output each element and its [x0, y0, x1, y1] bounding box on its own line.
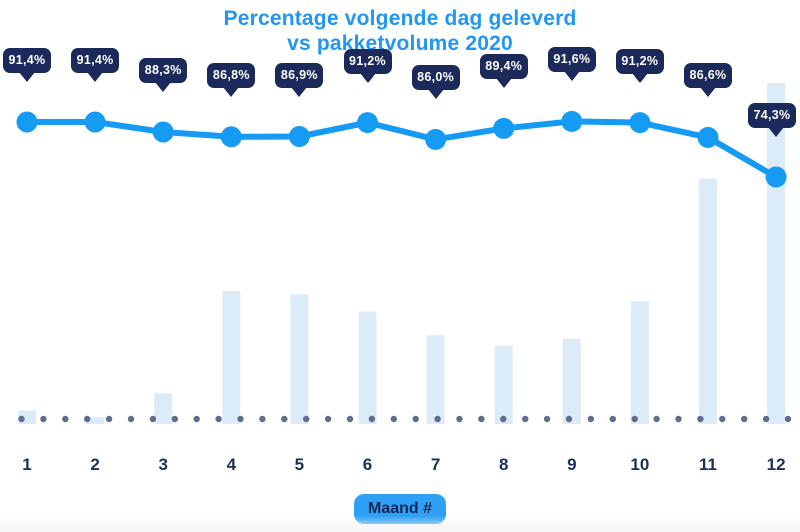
baseline-dot	[281, 415, 288, 423]
volume-bar-month-3	[154, 393, 173, 424]
volume-bar-month-10	[630, 301, 649, 424]
percentage-point-month-10	[629, 112, 651, 134]
baseline-dot	[324, 415, 332, 423]
x-axis-label-month-2: 2	[90, 455, 100, 474]
volume-bar-month-2	[86, 417, 105, 424]
percentage-point-month-5	[288, 126, 310, 147]
baseline-dot	[127, 415, 135, 423]
baseline-dot	[522, 415, 529, 423]
volume-bar-month-6	[358, 311, 377, 424]
baseline-dot	[215, 415, 222, 423]
volume-bar-month-12	[767, 83, 786, 424]
baseline-dot	[500, 415, 507, 423]
percentage-point-month-1	[16, 111, 38, 133]
baseline-dot	[609, 415, 616, 423]
baseline-dot	[237, 415, 244, 423]
baseline-dot	[478, 415, 485, 423]
x-axis-label-month-4: 4	[226, 455, 237, 474]
baseline-dot	[456, 415, 463, 423]
volume-bar-month-8	[494, 345, 513, 424]
percentage-point-month-2	[84, 111, 106, 133]
percentage-line	[24, 118, 780, 180]
percentage-point-month-3	[152, 121, 174, 143]
chart-title-line1: Percentage volgende dag geleverd	[223, 7, 577, 30]
baseline-dot	[368, 415, 376, 423]
volume-bar-month-4	[222, 291, 241, 424]
x-axis-label-month-6: 6	[362, 455, 373, 474]
volume-bar-month-5	[290, 294, 309, 424]
baseline-dot	[697, 415, 704, 423]
baseline-dot	[390, 415, 397, 423]
x-axis-label-month-7: 7	[430, 455, 441, 474]
x-axis-label-month-11: 11	[699, 455, 717, 474]
chart-title: Percentage volgende dag geleverd vs pakk…	[0, 6, 800, 56]
x-axis-label-month-8: 8	[498, 455, 509, 474]
volume-bar-month-11	[699, 178, 717, 424]
baseline-dot	[303, 415, 310, 423]
x-axis-label-month-9: 9	[567, 455, 577, 474]
baseline-dot	[105, 415, 113, 423]
percentage-point-month-11	[697, 126, 719, 148]
chart-title-line2: vs pakketvolume 2020	[287, 32, 513, 55]
baseline-dot	[259, 415, 266, 423]
percentage-point-month-12	[765, 166, 787, 188]
x-axis-label-month-5: 5	[294, 455, 305, 474]
baseline-dot	[719, 415, 726, 423]
x-axis-label-month-12: 12	[766, 455, 786, 474]
percentage-point-month-7	[425, 128, 447, 150]
baseline-dot	[346, 415, 354, 423]
baseline-dot	[171, 415, 178, 423]
percentage-point-month-4	[220, 126, 242, 148]
volume-bar-month-9	[562, 338, 581, 425]
baseline-dot	[762, 415, 770, 423]
baseline-dot	[193, 415, 200, 423]
baseline-dot	[631, 415, 638, 423]
x-axis-label-month-10: 10	[630, 455, 650, 474]
x-axis-title: Maand #	[367, 500, 433, 517]
baseline-dot	[784, 415, 792, 423]
baseline-dot	[412, 415, 419, 423]
percentage-point-month-6	[357, 112, 378, 134]
baseline-dot	[653, 415, 660, 423]
bottom-edge-shading	[0, 516, 800, 532]
baseline-dot	[434, 415, 441, 423]
baseline-dot	[62, 415, 69, 423]
baseline-dot	[18, 415, 25, 423]
percentage-point-month-9	[561, 110, 583, 132]
percentage-point-month-8	[493, 117, 515, 139]
x-axis-label-month-1: 1	[22, 455, 32, 474]
volume-bar-month-7	[426, 335, 445, 424]
baseline-dot	[741, 415, 748, 423]
baseline-dot	[675, 415, 682, 423]
baseline-dot	[543, 415, 551, 423]
baseline-dot	[149, 415, 157, 423]
x-axis-label-month-3: 3	[158, 455, 168, 474]
baseline-dot	[84, 415, 91, 423]
baseline-dot	[587, 415, 595, 423]
baseline-dot	[40, 415, 47, 423]
baseline-dot	[565, 415, 573, 423]
